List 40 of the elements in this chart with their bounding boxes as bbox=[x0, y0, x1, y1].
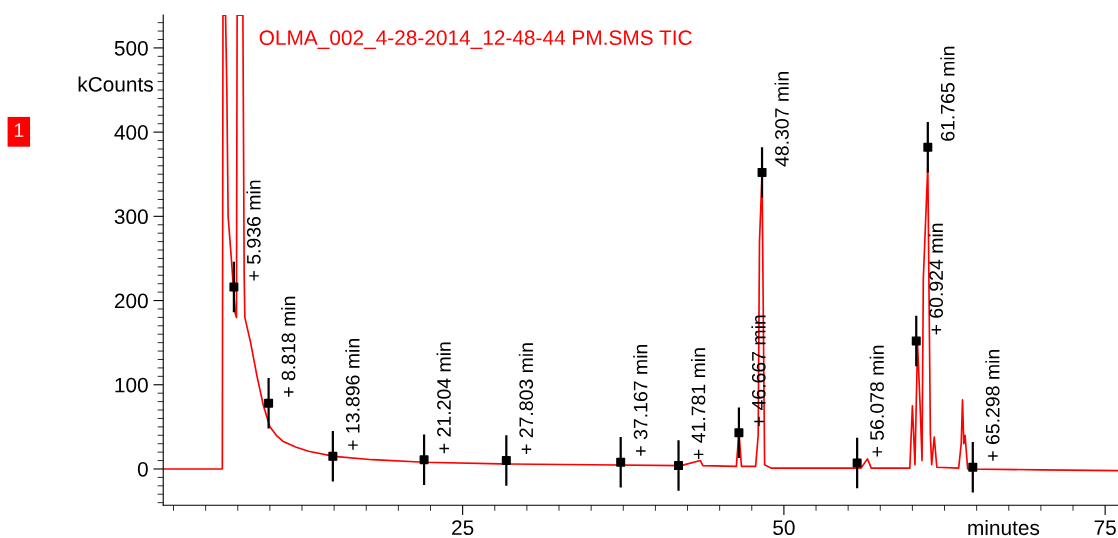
annotation: 61.765 min bbox=[940, 46, 955, 141]
point bbox=[734, 428, 744, 438]
point bbox=[501, 456, 511, 466]
y-axis-title: kCounts bbox=[78, 76, 153, 92]
x-axis-title: minutes bbox=[968, 519, 1040, 536]
point bbox=[264, 398, 274, 408]
annotation: + 27.803 min bbox=[518, 343, 534, 455]
point bbox=[616, 457, 626, 467]
annotation: + 56.078 min bbox=[869, 345, 884, 457]
point bbox=[852, 458, 862, 468]
annotation: + 60.924 min bbox=[928, 223, 944, 335]
point bbox=[328, 451, 338, 461]
annotation: + 65.298 min bbox=[985, 350, 1000, 461]
point bbox=[923, 142, 933, 152]
point bbox=[674, 461, 684, 471]
point bbox=[229, 282, 239, 292]
y-tick-label: 100 bbox=[115, 377, 148, 393]
annotation: + 46.667 min bbox=[751, 315, 766, 427]
line-series bbox=[163, 15, 1118, 472]
x-tick-label: 50 bbox=[773, 520, 795, 536]
annotation: + 13.896 min bbox=[345, 339, 360, 450]
point bbox=[968, 462, 978, 472]
x-tick-label: 75 bbox=[1094, 520, 1116, 536]
annotation: + 8.818 min bbox=[281, 296, 296, 397]
text: 1 bbox=[14, 123, 24, 137]
text: OLMA_002_4-28-2014_12-48-44 PM.SMS TIC bbox=[259, 30, 692, 50]
annotation: + 41.781 min bbox=[691, 348, 706, 460]
x-tick-label: 25 bbox=[452, 520, 474, 536]
annotation: 48.307 min bbox=[774, 72, 789, 167]
y-tick-label: 300 bbox=[114, 209, 148, 225]
point bbox=[419, 455, 429, 465]
y-tick-label: 0 bbox=[137, 461, 148, 477]
annotation: + 21.204 min bbox=[436, 342, 451, 454]
point bbox=[757, 168, 767, 178]
y-tick-label: 500 bbox=[114, 40, 148, 56]
y-tick-label: 400 bbox=[114, 125, 148, 140]
y-tick-label: 200 bbox=[114, 293, 148, 309]
annotation: + 37.167 min bbox=[633, 344, 648, 456]
annotation: + 5.936 min bbox=[246, 180, 261, 281]
point bbox=[911, 336, 921, 346]
